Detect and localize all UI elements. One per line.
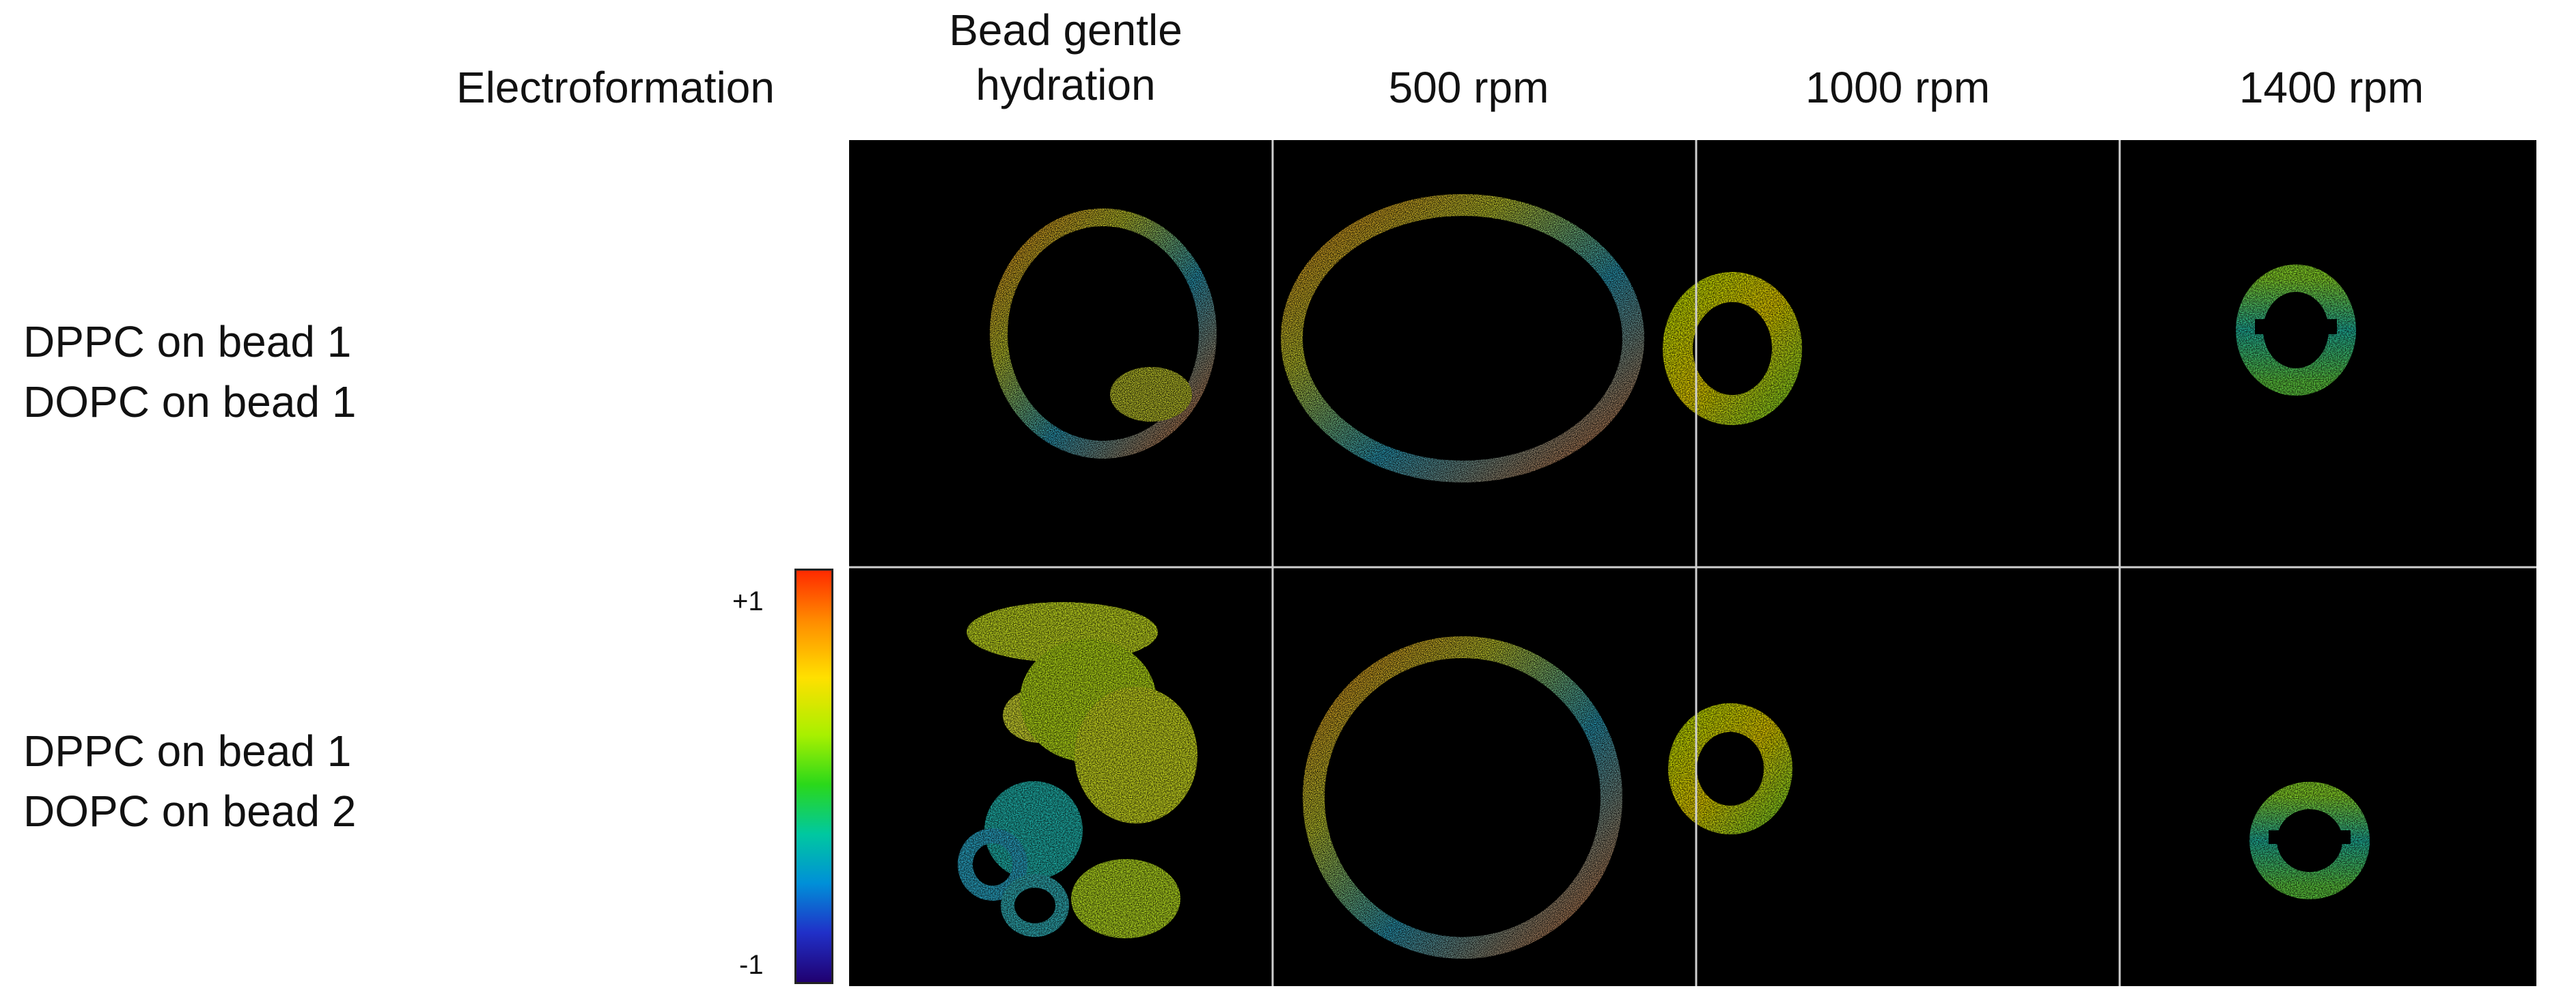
image-r2-1400-rpm	[2249, 782, 2370, 899]
image-r2-bead-gentle-hydration	[958, 602, 1197, 938]
image-r1-1400-rpm	[2236, 264, 2356, 396]
column-header-electroformation: Electroformation	[456, 63, 775, 112]
column-header-500-rpm: 500 rpm	[1388, 63, 1549, 112]
column-header-bead-gentle-hydration: Bead gentle hydration	[909, 3, 1223, 112]
image-r1-bead-gentle-hydration	[990, 208, 1217, 459]
column-header-line: Bead gentle	[949, 5, 1182, 55]
column-header-line: hydration	[975, 60, 1156, 109]
image-r1-500-rpm	[1281, 194, 1644, 482]
row-label-1: DPPC on bead 1 DOPC on bead 1	[23, 312, 356, 432]
row-label-line: DPPC on bead 1	[23, 726, 352, 776]
row-label-2: DPPC on bead 1 DOPC on bead 2	[23, 721, 356, 841]
row-label-line: DPPC on bead 1	[23, 317, 352, 366]
row-label-line: DOPC on bead 1	[23, 377, 357, 426]
colorbar-max-label: +1	[732, 586, 764, 616]
column-header-1400-rpm: 1400 rpm	[2239, 63, 2424, 112]
colorbar	[794, 569, 833, 984]
image-grid	[849, 140, 2536, 986]
image-r2-1000-rpm	[1668, 703, 1792, 834]
image-r1-1000-rpm	[1663, 272, 1802, 425]
column-header-1000-rpm: 1000 rpm	[1805, 63, 1991, 112]
image-r2-500-rpm	[1303, 636, 1622, 959]
row-label-line: DOPC on bead 2	[23, 787, 357, 836]
image-grid-svg	[849, 140, 2536, 986]
grid-lines	[849, 140, 2536, 986]
colorbar-min-label: -1	[739, 950, 764, 980]
